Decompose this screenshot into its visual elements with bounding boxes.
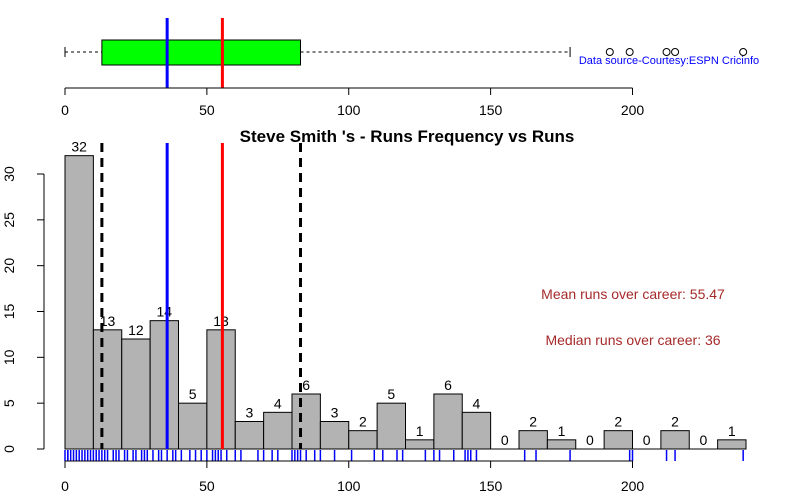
x-tick-label: 50: [199, 478, 215, 494]
top-x-tick-label: 0: [61, 102, 69, 118]
outlier-point: [671, 48, 680, 56]
outlier-point: [605, 48, 614, 56]
histogram-bar: [433, 393, 463, 450]
bar-count-label: 1: [728, 423, 736, 439]
histogram-bar: [660, 430, 690, 450]
top-x-tick-label: 200: [621, 102, 645, 118]
x-tick-label: 100: [337, 478, 361, 494]
histogram-bar: [149, 320, 179, 450]
histogram-bar: [121, 338, 151, 450]
histogram-bar: [291, 393, 321, 450]
histogram-bar: [518, 430, 548, 450]
bar-count-label: 2: [359, 414, 367, 430]
bar-count-label: 3: [331, 405, 339, 421]
outlier-point: [662, 48, 671, 56]
top-x-tick-label: 150: [479, 102, 503, 118]
data-source-note: Data source-Courtesy:ESPN Cricinfo: [579, 55, 759, 67]
bar-count-label: 5: [387, 386, 395, 402]
chart-title: Steve Smith 's - Runs Frequency vs Runs: [240, 127, 575, 146]
bar-count-label: 1: [558, 423, 566, 439]
histogram-bar: [64, 155, 94, 450]
bar-count-label: 1: [416, 423, 424, 439]
histogram-bar: [92, 329, 123, 450]
histogram-bar: [376, 402, 406, 450]
median-annotation: Median runs over career: 36: [545, 332, 720, 348]
histogram-bar: [405, 439, 435, 450]
top-x-tick-label: 100: [337, 102, 361, 118]
outlier-point: [625, 48, 634, 56]
bar-count-label: 6: [444, 377, 452, 393]
bar-count-label: 2: [529, 414, 537, 430]
y-tick-label: 30: [1, 166, 17, 182]
histogram-bar: [348, 430, 378, 450]
y-tick-label: 0: [1, 445, 17, 453]
mean-annotation: Mean runs over career: 55.47: [541, 286, 725, 302]
bar-count-label: 2: [671, 414, 679, 430]
bar-count-label: 0: [643, 432, 651, 448]
histogram-bar: [603, 430, 633, 450]
y-tick-label: 25: [1, 212, 17, 228]
bar-count-label: 6: [302, 377, 310, 393]
bar-count-label: 0: [700, 432, 708, 448]
bar-count-label: 4: [473, 395, 481, 411]
histogram-bar: [319, 421, 350, 450]
y-tick-label: 15: [1, 304, 17, 320]
x-tick-label: 0: [61, 478, 69, 494]
bar-count-label: 0: [586, 432, 594, 448]
bar-count-label: 12: [128, 322, 144, 338]
bar-count-label: 5: [189, 386, 197, 402]
histogram-bar: [178, 402, 208, 450]
histogram-bar: [546, 439, 577, 450]
top-x-tick-label: 50: [199, 102, 215, 118]
y-tick-label: 10: [1, 349, 17, 365]
x-tick-label: 200: [621, 478, 645, 494]
bar-count-label: 3: [246, 405, 254, 421]
outlier-point: [739, 48, 748, 56]
histogram-bar: [263, 411, 293, 450]
x-tick-label: 150: [479, 478, 503, 494]
histogram-panel: 3213121451334632516402102020105101520253…: [1, 139, 747, 494]
boxplot-panel: 0 50 100 150 200: [61, 18, 748, 118]
y-tick-label: 5: [1, 399, 17, 407]
bar-count-label: 14: [157, 304, 173, 320]
bar-count-label: 0: [501, 432, 509, 448]
histogram-bar: [717, 439, 747, 450]
box-iqr: [101, 39, 302, 66]
bar-count-label: 4: [274, 395, 282, 411]
histogram-bar: [461, 411, 492, 450]
y-tick-label: 20: [1, 258, 17, 274]
bar-count-label: 32: [71, 139, 87, 155]
histogram-bar: [234, 421, 265, 450]
bar-count-label: 13: [100, 313, 116, 329]
bar-count-label: 2: [614, 414, 622, 430]
